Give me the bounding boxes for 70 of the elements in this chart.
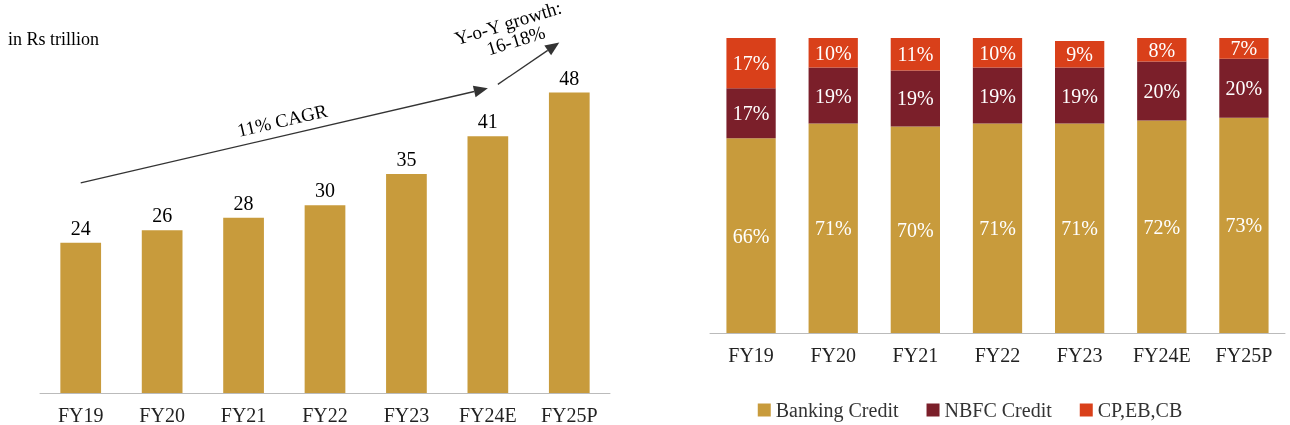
data-label: 72% bbox=[1143, 215, 1181, 238]
data-label: 17% bbox=[732, 52, 770, 75]
data-label: 10% bbox=[814, 41, 852, 64]
data-label: 71% bbox=[1061, 217, 1098, 240]
data-label: 48 bbox=[559, 66, 580, 89]
bar bbox=[726, 38, 776, 89]
x-tick-label: FY25P bbox=[540, 404, 598, 425]
data-label: 19% bbox=[814, 84, 852, 107]
data-label: 11% bbox=[897, 43, 934, 66]
legend-label: Banking Credit bbox=[775, 399, 899, 422]
x-tick-label: FY24E bbox=[1132, 344, 1191, 366]
data-label: 20% bbox=[1143, 80, 1181, 103]
data-label: 30 bbox=[315, 179, 335, 202]
bar bbox=[548, 92, 590, 393]
data-label: 19% bbox=[897, 87, 934, 110]
bar bbox=[60, 242, 102, 393]
text: Y-o-Y growth: 16-18% bbox=[451, 0, 569, 60]
bar bbox=[386, 173, 427, 393]
bar bbox=[1137, 120, 1187, 333]
text: in Rs trillion bbox=[8, 29, 100, 49]
bar bbox=[972, 67, 1023, 124]
data-label: 10% bbox=[979, 41, 1016, 64]
legend-label: NBFC Credit bbox=[944, 399, 1053, 421]
x-tick-label: FY21 bbox=[892, 344, 939, 366]
x-tick-label: FY22 bbox=[302, 404, 348, 425]
bar bbox=[223, 217, 264, 393]
bar bbox=[890, 70, 940, 127]
x-tick-label: FY25P bbox=[1215, 344, 1273, 366]
bar bbox=[808, 67, 858, 124]
x-tick-label: FY24E bbox=[458, 404, 517, 425]
data-label: 7% bbox=[1230, 37, 1258, 60]
data-label: 9% bbox=[1066, 43, 1093, 66]
x-tick-label: FY21 bbox=[220, 404, 267, 425]
data-label: 26 bbox=[152, 204, 173, 227]
x-tick-label: FY19 bbox=[57, 404, 104, 425]
data-label: 17% bbox=[732, 102, 770, 125]
annotation: 11% CAGR bbox=[235, 99, 330, 141]
x-tick-label: FY23 bbox=[383, 404, 430, 425]
bar bbox=[726, 88, 776, 139]
bar bbox=[1137, 61, 1187, 121]
bar bbox=[141, 230, 183, 393]
bar bbox=[1219, 58, 1269, 118]
data-label: 19% bbox=[979, 84, 1016, 107]
data-label: 41 bbox=[477, 110, 498, 133]
data-label: 71% bbox=[979, 217, 1016, 240]
x-tick-label: FY20 bbox=[810, 344, 856, 366]
bar bbox=[1055, 67, 1105, 124]
bar bbox=[467, 136, 509, 393]
bar bbox=[1055, 123, 1105, 333]
bar bbox=[304, 205, 346, 393]
x-tick-label: FY23 bbox=[1056, 344, 1103, 366]
data-label: 28 bbox=[233, 191, 254, 214]
x-tick-label: FY22 bbox=[974, 344, 1021, 366]
bar bbox=[972, 123, 1023, 333]
data-label: 70% bbox=[897, 218, 934, 241]
data-label: 66% bbox=[732, 224, 770, 247]
bar bbox=[890, 126, 940, 333]
x-tick-label: FY19 bbox=[728, 344, 774, 366]
legend-label: CP,EB,CB bbox=[1097, 399, 1183, 421]
data-label: 8% bbox=[1148, 38, 1176, 61]
data-label: 20% bbox=[1225, 77, 1263, 100]
x-tick-label: FY20 bbox=[139, 404, 185, 425]
data-label: 71% bbox=[814, 217, 852, 240]
bar bbox=[808, 123, 858, 333]
data-label: 35 bbox=[396, 147, 417, 170]
data-label: 19% bbox=[1061, 84, 1098, 107]
bar bbox=[726, 138, 776, 333]
data-label: 73% bbox=[1225, 214, 1263, 237]
bar bbox=[1219, 117, 1269, 333]
data-label: 24 bbox=[70, 216, 91, 239]
